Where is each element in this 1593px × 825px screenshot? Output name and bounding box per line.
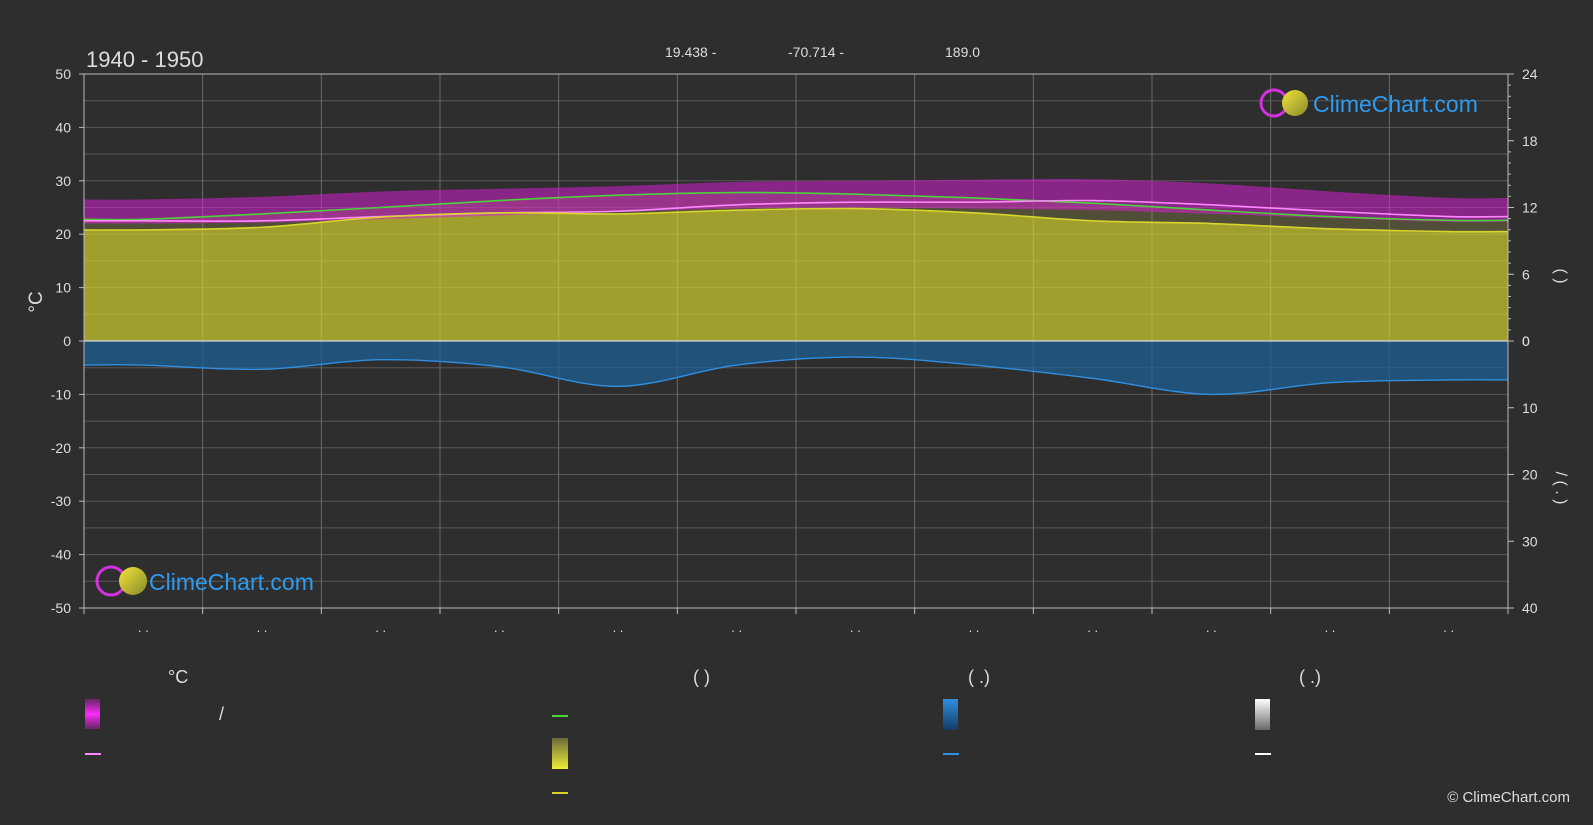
right-top-tick-label: 24 xyxy=(1522,66,1538,82)
left-tick-label: 40 xyxy=(55,119,71,135)
legend-swatch-sunshine xyxy=(552,738,568,769)
month-label: . . xyxy=(969,620,980,635)
left-tick-label: -20 xyxy=(51,440,71,456)
axes: 50403020100-10-20-30-40-5024181260010203… xyxy=(51,66,1538,635)
left-tick-label: -40 xyxy=(51,547,71,563)
copyright: © ClimeChart.com xyxy=(1447,789,1570,806)
legend-heading-snow: ( .) xyxy=(1299,667,1321,687)
left-tick-label: -10 xyxy=(51,386,71,402)
watermark-top: ClimeChart.com xyxy=(1259,88,1478,118)
month-label: . . xyxy=(850,620,861,635)
month-label: . . xyxy=(1325,620,1336,635)
daylight-line xyxy=(83,191,1509,222)
period-title: 1940 - 1950 xyxy=(86,47,203,72)
left-tick-label: 20 xyxy=(55,226,71,242)
right-top-tick-label: 0 xyxy=(1522,333,1530,349)
legend-swatch-rain xyxy=(943,699,958,730)
elevation-text: 189.0 xyxy=(945,44,980,60)
legend-swatch-temp-range xyxy=(85,699,100,729)
watermark-bottom: ClimeChart.com xyxy=(95,565,314,597)
month-label: . . xyxy=(1206,620,1217,635)
legend-swatch-snow xyxy=(1255,699,1270,730)
sunshine-line xyxy=(83,207,1509,233)
legend-heading-temperature: °C xyxy=(168,667,188,687)
left-tick-label: 50 xyxy=(55,66,71,82)
month-label: . . xyxy=(138,620,149,635)
temperature-range-band xyxy=(84,178,1508,224)
legend-heading-rain: ( .) xyxy=(968,667,990,687)
right-top-tick-label: 6 xyxy=(1522,266,1530,282)
right-bottom-tick-label: 30 xyxy=(1522,533,1538,549)
month-label: . . xyxy=(1087,620,1098,635)
legend-heading-sun: ( ) xyxy=(693,667,710,687)
right-bottom-tick-label: 0 xyxy=(1522,333,1530,349)
right-bottom-tick-label: 10 xyxy=(1522,400,1538,416)
precipitation-area xyxy=(84,341,1508,395)
right-axis-bottom-label: / ( . ) xyxy=(1552,472,1569,505)
left-axis-label: °C xyxy=(26,291,47,312)
right-top-tick-label: 18 xyxy=(1522,133,1538,149)
longitude-text: -70.714 - xyxy=(788,44,844,60)
latitude-text: 19.438 - xyxy=(665,44,717,60)
logo-sun-icon xyxy=(119,567,147,595)
month-label: . . xyxy=(494,620,505,635)
month-label: . . xyxy=(257,620,268,635)
left-tick-label: 10 xyxy=(55,280,71,296)
month-label: . . xyxy=(613,620,624,635)
logo-sun-icon xyxy=(1282,90,1308,116)
left-tick-label: -50 xyxy=(51,600,71,616)
legend-temp-range-label: / xyxy=(219,704,224,724)
sunshine-area xyxy=(84,208,1508,341)
month-label: . . xyxy=(1443,620,1454,635)
right-bottom-tick-label: 40 xyxy=(1522,600,1538,616)
right-bottom-tick-label: 20 xyxy=(1522,467,1538,483)
right-axis-top-label: ( ) xyxy=(1552,268,1569,283)
left-tick-label: 30 xyxy=(55,173,71,189)
left-tick-label: -30 xyxy=(51,493,71,509)
mean-max-temp-line xyxy=(84,199,1509,222)
month-label: . . xyxy=(375,620,386,635)
month-label: . . xyxy=(731,620,742,635)
legend: °C ( ) ( .) ( .) / xyxy=(85,667,1321,794)
precipitation-line xyxy=(83,356,1509,396)
left-tick-label: 0 xyxy=(63,333,71,349)
right-top-tick-label: 12 xyxy=(1522,200,1538,216)
watermark-text: ClimeChart.com xyxy=(149,569,314,595)
watermark-text: ClimeChart.com xyxy=(1313,91,1478,117)
data-layer xyxy=(83,178,1509,396)
